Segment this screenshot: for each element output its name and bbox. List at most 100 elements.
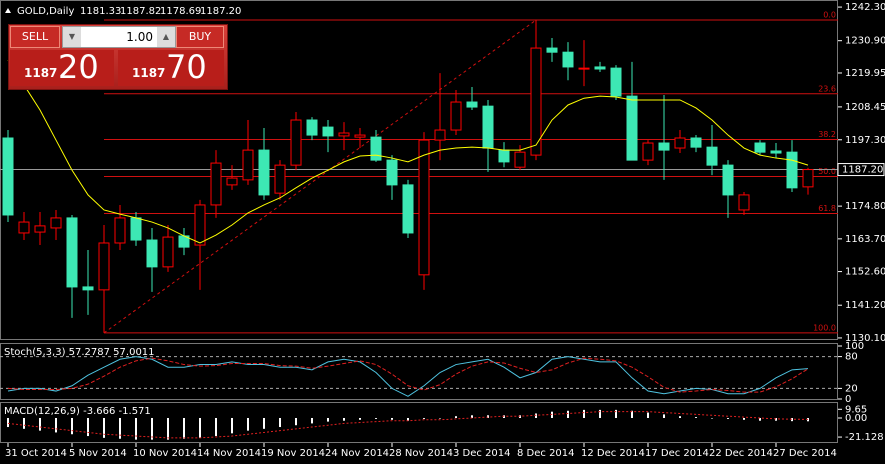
macd-bar (199, 417, 201, 438)
candle-body (402, 184, 414, 234)
moving-average (7, 59, 809, 244)
candle-body (434, 129, 446, 141)
bid-big: 1187 (24, 66, 58, 80)
macd-bar (791, 417, 793, 422)
macd-bar (567, 410, 569, 418)
macd-bar (295, 417, 297, 426)
stoch-line (7, 356, 809, 397)
fib-ratio: 0.0 (823, 11, 836, 20)
price-tag-label: 1187.20 (842, 165, 883, 176)
macd-bar (167, 417, 169, 440)
ask-box[interactable]: 1187 70 (118, 48, 224, 86)
macd-bar (311, 417, 313, 424)
candle-body (50, 217, 62, 229)
lot-value[interactable]: 1.00 (126, 30, 153, 44)
candle-body (418, 139, 430, 276)
candle-body (18, 221, 30, 234)
buy-button[interactable]: BUY (176, 26, 224, 48)
y-tick-label: 1230.90 (845, 36, 885, 47)
x-tick-label: 5 Nov 2014 (69, 448, 127, 459)
candle-body (578, 67, 590, 70)
macd-bar (87, 417, 89, 437)
macd-bar (647, 412, 649, 418)
bid-box[interactable]: 1187 20 (10, 48, 114, 86)
symbol-title: GOLD,Daily (17, 6, 74, 17)
candle-body (82, 286, 94, 291)
y-tick-label: 1208.45 (845, 102, 885, 113)
stoch-pane-border (0, 343, 838, 400)
macd-bar (247, 417, 249, 431)
y-tick-label: 1130.10 (845, 333, 885, 344)
macd-bar (423, 417, 425, 419)
y-tick-label: 1174.80 (845, 201, 885, 212)
candle-body (210, 162, 222, 206)
macd-bar (343, 417, 345, 421)
x-tick-label: 19 Nov 2014 (261, 448, 325, 459)
bid-small: 20 (58, 48, 99, 86)
ask-big: 1187 (132, 66, 166, 80)
candle-body (370, 136, 382, 161)
candle-body (306, 119, 318, 136)
macd-bar (39, 417, 41, 431)
stoch-title: Stoch(5,3,3) 57.2787 57.0011 (4, 347, 155, 358)
candle-body (498, 149, 510, 163)
macd-bar (263, 417, 265, 429)
candle-body (258, 149, 270, 196)
macd-bar (183, 417, 185, 439)
lot-decrease[interactable]: ▼ (63, 27, 81, 47)
ask-small: 70 (166, 48, 207, 86)
macd-bar (711, 417, 713, 419)
candle-body (466, 101, 478, 108)
price-tag (837, 163, 885, 177)
macd-bar (471, 415, 473, 418)
candle-body (786, 151, 798, 189)
macd-bar (775, 417, 777, 421)
candle-body (674, 137, 686, 149)
sell-button[interactable]: SELL (10, 26, 60, 48)
candle-body (610, 67, 622, 97)
candle-body (706, 146, 718, 166)
one-click-trading-panel: SELL ▼ ▲ 1.00 BUY 1187 20 1187 70 (8, 24, 228, 90)
header-value: 1181.33 (80, 6, 121, 17)
y-tick-label: 1219.95 (845, 68, 885, 79)
y-tick-label: -21.128 (845, 432, 884, 443)
candle-body (290, 119, 302, 166)
macd-title: MACD(12,26,9) -3.666 -1.571 (4, 406, 151, 417)
x-tick-label: 24 Nov 2014 (325, 448, 389, 459)
candle-body (226, 177, 238, 186)
y-tick-label: 1163.70 (845, 234, 885, 245)
fib-ratio: 23.6 (818, 84, 836, 93)
macd-bar (599, 409, 601, 418)
y-tick-label: 1197.30 (845, 135, 885, 146)
x-tick-label: 3 Dec 2014 (453, 448, 511, 459)
y-tick-label: 0 (845, 394, 851, 405)
candle-body (34, 225, 46, 233)
candle-body (594, 66, 606, 70)
candle-body (482, 105, 494, 149)
y-tick-label: 20 (845, 383, 858, 394)
x-tick-label: 22 Dec 2014 (709, 448, 773, 459)
candle-body (546, 47, 558, 53)
candle-body (194, 204, 206, 246)
candle-body (642, 142, 654, 161)
y-tick-label: 100 (845, 341, 864, 352)
macd-bar (631, 410, 633, 418)
candle-body (242, 149, 254, 181)
lot-increase[interactable]: ▲ (157, 27, 175, 47)
x-tick-label: 12 Dec 2014 (581, 448, 645, 459)
candle-body (770, 150, 782, 154)
macd-bar (215, 417, 217, 437)
macd-bar (439, 417, 441, 419)
candle-body (338, 132, 350, 137)
candle-body (2, 137, 14, 216)
y-tick-label: 0.00 (845, 413, 867, 424)
macd-bar (743, 417, 745, 420)
fib-ratio: 38.2 (818, 130, 836, 139)
macd-signal (7, 411, 809, 439)
macd-bar (119, 417, 121, 439)
candle-body (322, 126, 334, 137)
collapse-icon[interactable] (5, 8, 11, 13)
x-tick-label: 31 Oct 2014 (5, 448, 67, 459)
